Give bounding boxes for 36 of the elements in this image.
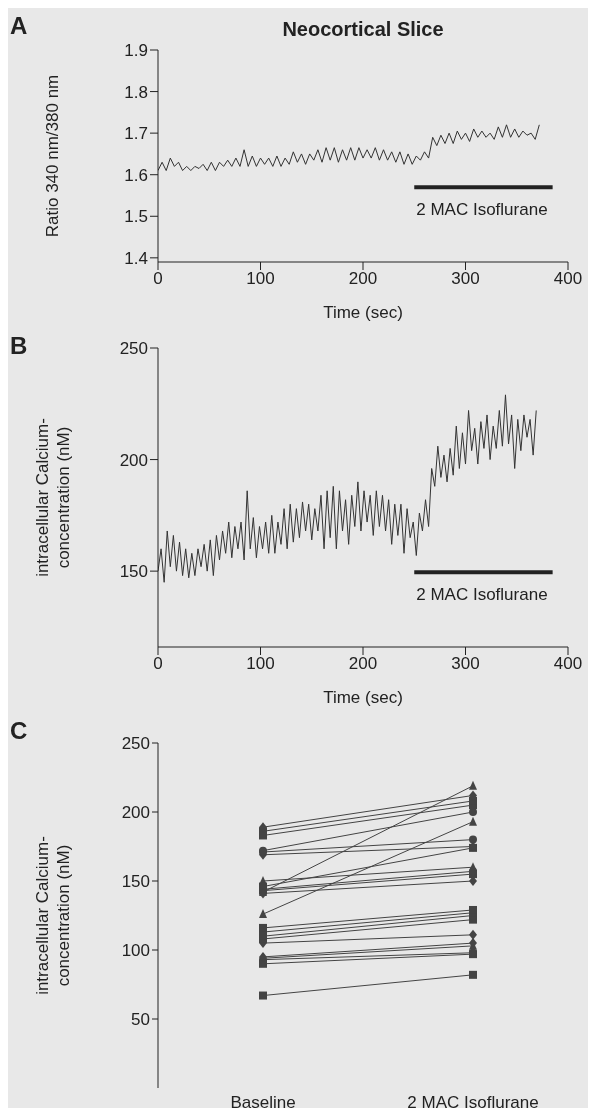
y-axis-title: intracellular Calcium- concentration (nM): [33, 418, 73, 577]
y-tick-label: 150: [121, 872, 150, 892]
y-tick-label: 250: [119, 339, 148, 359]
x-axis-title: Time (sec): [323, 303, 403, 322]
x-tick-label: 100: [246, 269, 275, 289]
x-tick-label: Baseline: [230, 1093, 296, 1113]
x-tick-label: 100: [246, 654, 275, 674]
y-tick-label: 50: [131, 1010, 150, 1030]
chart-title: Neocortical Slice: [281, 18, 445, 41]
x-tick-label: 300: [451, 654, 480, 674]
y-tick-label: 150: [119, 562, 148, 582]
text: B: [10, 332, 28, 360]
y-axis-title: Ratio 340 nm/380 nm: [43, 74, 62, 238]
x-tick-label: 300: [451, 269, 480, 289]
y-axis-title: intracellular Calcium- concentration (nM): [33, 836, 73, 995]
x-tick-label: 200: [348, 654, 378, 674]
y-tick-label: 1.8: [124, 82, 148, 102]
y-tick-label: 1.5: [124, 207, 148, 227]
y-tick-label: 250: [121, 734, 150, 754]
series-label: 2 MAC Isoflurane: [416, 200, 548, 220]
y-tick-label: 1.9: [124, 41, 148, 61]
x-tick-label: 0: [153, 269, 163, 289]
x-tick-label: 0: [153, 654, 163, 674]
text: A: [10, 12, 28, 40]
x-tick-label: 400: [553, 654, 583, 674]
y-tick-label: 1.4: [124, 248, 148, 268]
y-tick-label: 1.6: [124, 165, 148, 185]
y-tick-label: 200: [119, 450, 148, 470]
x-axis-title: Time (sec): [323, 688, 403, 707]
y-tick-label: 100: [121, 941, 150, 961]
series-label: 2 MAC Isoflurane: [416, 585, 548, 605]
x-tick-label: 400: [553, 269, 583, 289]
x-tick-label: 200: [348, 269, 378, 289]
y-tick-label: 1.7: [124, 124, 148, 144]
text: C: [10, 717, 28, 745]
y-tick-label: 200: [121, 803, 150, 823]
